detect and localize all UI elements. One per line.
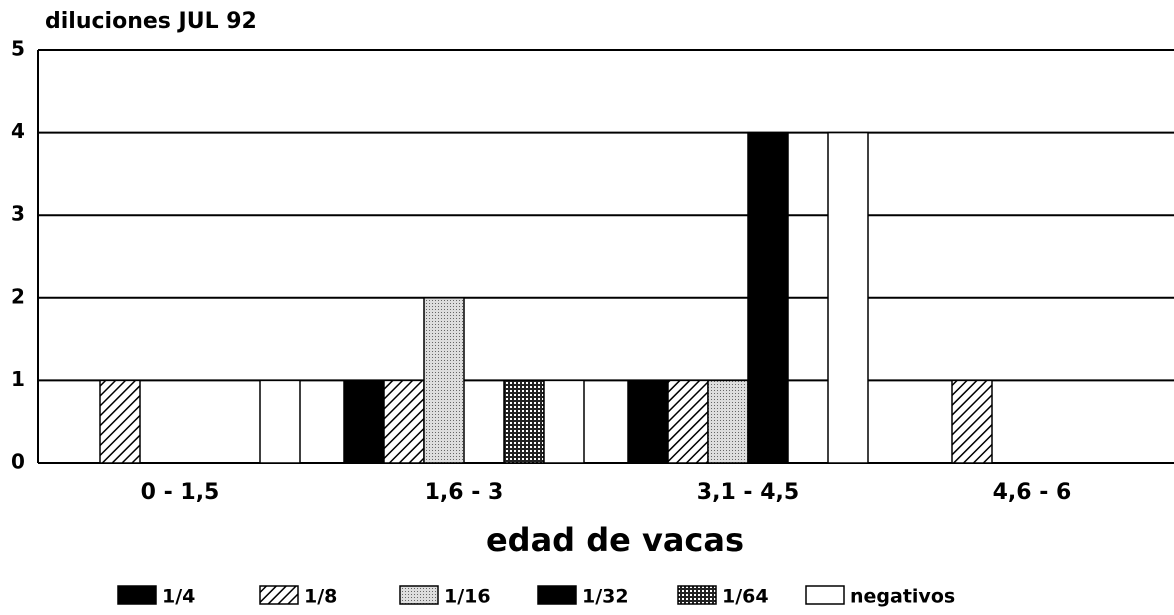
bar (383, 379, 425, 464)
x-tick-label: 3,1 - 4,5 (697, 480, 799, 505)
y-tick-label: 1 (11, 367, 25, 391)
y-tick-label: 4 (11, 119, 25, 143)
bar (99, 379, 141, 464)
x-axis-label: edad de vacas (486, 521, 744, 559)
x-tick-label: 4,6 - 6 (993, 480, 1072, 505)
x-tick-label: 1,6 - 3 (425, 480, 504, 505)
bar (827, 131, 869, 464)
legend-label: negativos (850, 586, 955, 608)
bar (543, 379, 585, 464)
legend-label: 1/64 (722, 586, 769, 608)
legend-swatch (537, 585, 577, 605)
bar (951, 379, 993, 464)
bar (423, 297, 465, 464)
legend-swatch (399, 585, 439, 605)
legend-swatch (117, 585, 157, 605)
y-tick-label: 2 (11, 284, 25, 308)
legend-swatch (805, 585, 845, 605)
legend-label: 1/4 (162, 586, 195, 608)
x-tick-label: 0 - 1,5 (141, 480, 220, 505)
chart-title: diluciones JUL 92 (45, 9, 257, 34)
y-tick-label: 5 (11, 37, 25, 61)
legend-swatch (259, 585, 299, 605)
legend-swatch (677, 585, 717, 605)
bar (747, 131, 789, 464)
legend-label: 1/16 (444, 586, 491, 608)
legend-label: 1/32 (582, 586, 629, 608)
bar (707, 379, 749, 464)
legend-label: 1/8 (304, 586, 337, 608)
bar (343, 379, 385, 464)
bar (503, 379, 545, 464)
y-tick-label: 0 (11, 450, 25, 474)
bar (259, 379, 301, 464)
bar (627, 379, 669, 464)
bar (667, 379, 709, 464)
y-tick-label: 3 (11, 202, 25, 226)
